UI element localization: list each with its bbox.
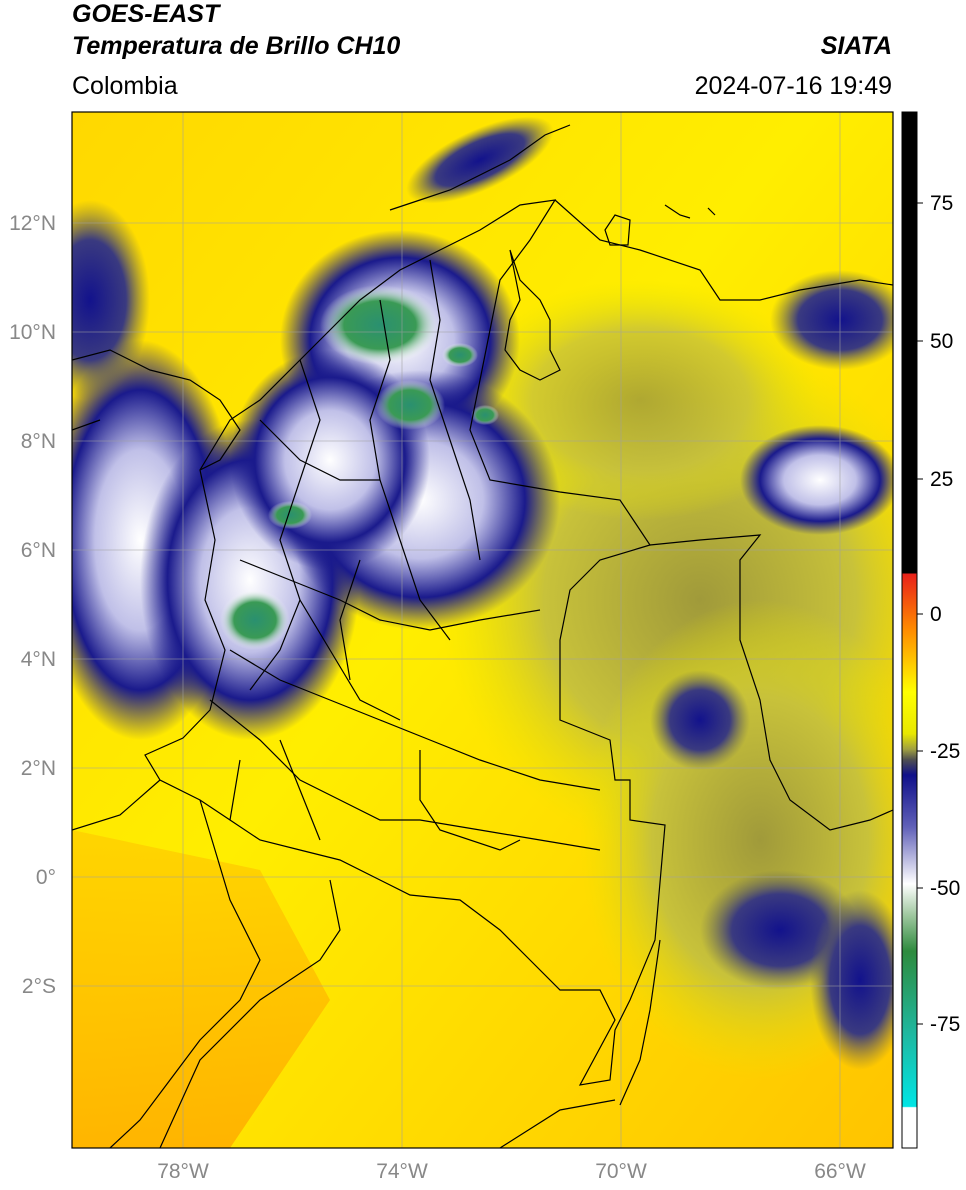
colorbar-tick: 75	[930, 192, 953, 215]
lon-label: 70°W	[595, 1160, 647, 1183]
lat-label: 4°N	[21, 648, 56, 671]
lat-label: 0°	[36, 866, 56, 889]
colorbar-tick: -25	[930, 740, 960, 763]
source-title: SIATA	[820, 32, 892, 60]
colorbar-tick: 25	[930, 468, 953, 491]
brightness-temperature-field	[72, 112, 893, 1148]
lat-label: 2°N	[21, 757, 56, 780]
colorbar-tick: -75	[930, 1013, 960, 1036]
lat-label: 2°S	[22, 975, 56, 998]
gridlines	[72, 112, 893, 1148]
satellite-title: GOES-EAST	[72, 0, 220, 28]
lon-label: 78°W	[157, 1160, 209, 1183]
lat-label: 10°N	[9, 321, 56, 344]
map-frame	[71, 111, 894, 1149]
product-title: Temperatura de Brillo CH10	[72, 32, 401, 60]
lat-label: 6°N	[21, 539, 56, 562]
colorbar-tick: 0	[930, 603, 942, 626]
country-borders	[72, 124, 893, 1148]
colorbar: 75 50 25 0 -25 -50 -75	[901, 111, 960, 1149]
datetime-label: 2024-07-16 19:49	[694, 72, 892, 100]
colorbar-tick: 50	[930, 330, 953, 353]
lon-label: 74°W	[376, 1160, 428, 1183]
region-label: Colombia	[72, 72, 178, 100]
colorbar-tick: -50	[930, 877, 960, 900]
lon-label: 66°W	[814, 1160, 866, 1183]
lat-label: 12°N	[9, 212, 56, 235]
lat-label: 8°N	[21, 430, 56, 453]
